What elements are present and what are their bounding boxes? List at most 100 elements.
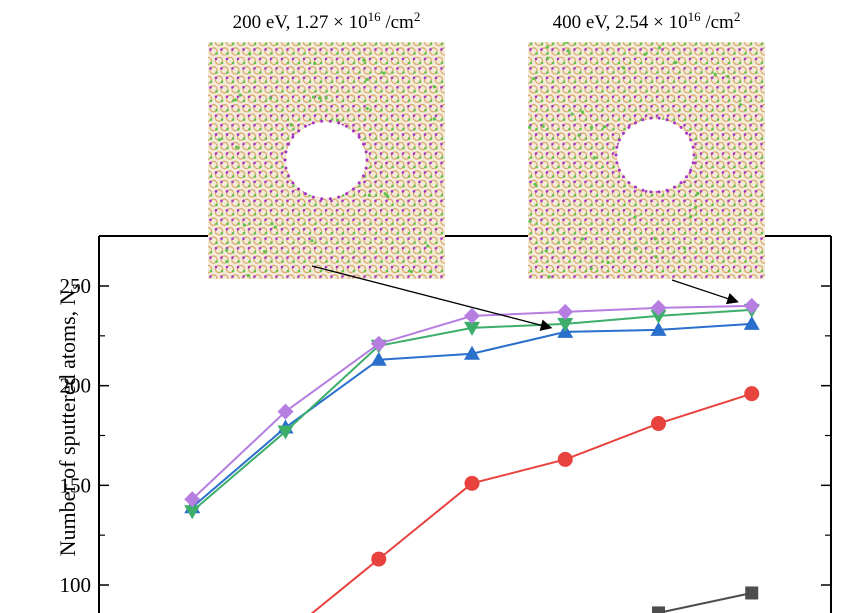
lattice-ring: [606, 47, 615, 56]
lattice-ring: [452, 237, 459, 244]
atom-magenta: [407, 218, 410, 222]
lattice-ring: [412, 56, 422, 66]
atom-green: [380, 279, 383, 282]
atom-green: [363, 231, 367, 235]
atom-magenta: [633, 57, 637, 61]
atom-green: [568, 184, 571, 188]
atom-green: [634, 90, 637, 93]
lattice-ring: [396, 104, 405, 113]
lattice-ring: [545, 264, 555, 274]
atom-magenta: [567, 246, 571, 250]
lattice-ring: [308, 85, 317, 94]
atom-green: [584, 175, 588, 178]
lattice-ring: [412, 132, 422, 141]
lattice-ring: [749, 236, 758, 245]
atom-green: [374, 231, 378, 235]
atom-magenta: [390, 133, 394, 136]
atom-magenta: [280, 133, 284, 136]
atom-green: [231, 269, 235, 273]
atom-green: [314, 241, 317, 244]
lattice-ring: [346, 208, 356, 217]
lattice-ring: [534, 113, 544, 122]
atom-magenta: [247, 208, 251, 212]
lattice-ring: [341, 85, 350, 94]
atom-magenta: [540, 275, 543, 278]
atom-magenta: [562, 256, 565, 259]
atom-magenta: [524, 190, 527, 193]
atom-green: [352, 99, 356, 103]
atom-green: [281, 260, 284, 263]
atom-magenta: [379, 133, 383, 136]
lattice-ring: [727, 85, 736, 94]
lattice-ring: [275, 255, 284, 264]
atom-green: [347, 71, 350, 74]
atom-green: [435, 90, 438, 93]
atom-green: [429, 42, 433, 46]
atom-green: [336, 71, 339, 74]
atom-green: [402, 260, 405, 263]
atom-green: [678, 184, 681, 188]
atom-green: [711, 71, 714, 74]
atom-magenta: [655, 265, 659, 269]
atom-green: [248, 108, 251, 112]
atom-green: [744, 241, 747, 244]
atom-magenta: [760, 275, 763, 278]
lattice-ring: [335, 94, 345, 103]
lattice-ring: [611, 264, 621, 274]
lattice-ring: [551, 104, 560, 113]
lattice-ring: [754, 56, 764, 66]
atom-magenta: [434, 133, 438, 136]
atom-magenta: [204, 95, 207, 98]
lattice-ring: [540, 122, 549, 132]
lattice-ring: [247, 56, 257, 66]
atom-magenta: [721, 133, 725, 136]
atom-magenta: [434, 208, 438, 212]
atom-magenta: [672, 256, 675, 259]
atom-green: [639, 269, 643, 273]
lattice-ring: [743, 42, 753, 47]
lattice-ring: [699, 189, 709, 198]
lattice-ring: [573, 66, 582, 75]
lattice-ring: [732, 113, 742, 122]
lattice-ring: [551, 236, 560, 245]
atom-magenta: [534, 190, 538, 193]
atom-green: [656, 203, 659, 207]
atom-green: [210, 289, 213, 292]
lattice-ring: [297, 47, 306, 56]
atom-magenta: [341, 67, 344, 70]
atom-green: [325, 222, 328, 226]
atom-green: [215, 108, 218, 112]
atom-magenta: [766, 285, 769, 288]
atom-magenta: [716, 199, 719, 203]
lattice-ring: [589, 56, 599, 66]
atom-green: [391, 108, 394, 112]
atom-magenta: [633, 227, 637, 231]
atom-magenta: [368, 246, 372, 250]
atom-magenta: [407, 161, 410, 165]
atom-green: [529, 61, 533, 65]
lattice-ring: [705, 236, 714, 245]
atom-green: [661, 194, 665, 197]
lattice-ring: [313, 75, 323, 85]
lattice-ring: [772, 48, 779, 55]
atom-magenta: [628, 86, 631, 89]
atom-magenta: [341, 275, 344, 278]
atom-magenta: [732, 133, 736, 136]
atom-magenta: [225, 133, 229, 136]
atom-magenta: [771, 86, 774, 89]
atom-magenta: [721, 171, 725, 174]
atom-defect: [546, 56, 550, 60]
lattice-ring: [446, 190, 453, 197]
atom-green: [595, 194, 599, 197]
lattice-ring: [363, 236, 372, 245]
atom-green: [336, 203, 339, 207]
lattice-ring: [220, 274, 229, 279]
atom-magenta: [557, 285, 560, 288]
atom-magenta: [346, 246, 350, 250]
atom-magenta: [617, 180, 620, 184]
atom-magenta: [247, 227, 251, 231]
atom-magenta: [302, 95, 306, 99]
lattice-ring: [622, 113, 632, 122]
atom-green: [325, 90, 328, 93]
atom-green: [226, 222, 229, 226]
